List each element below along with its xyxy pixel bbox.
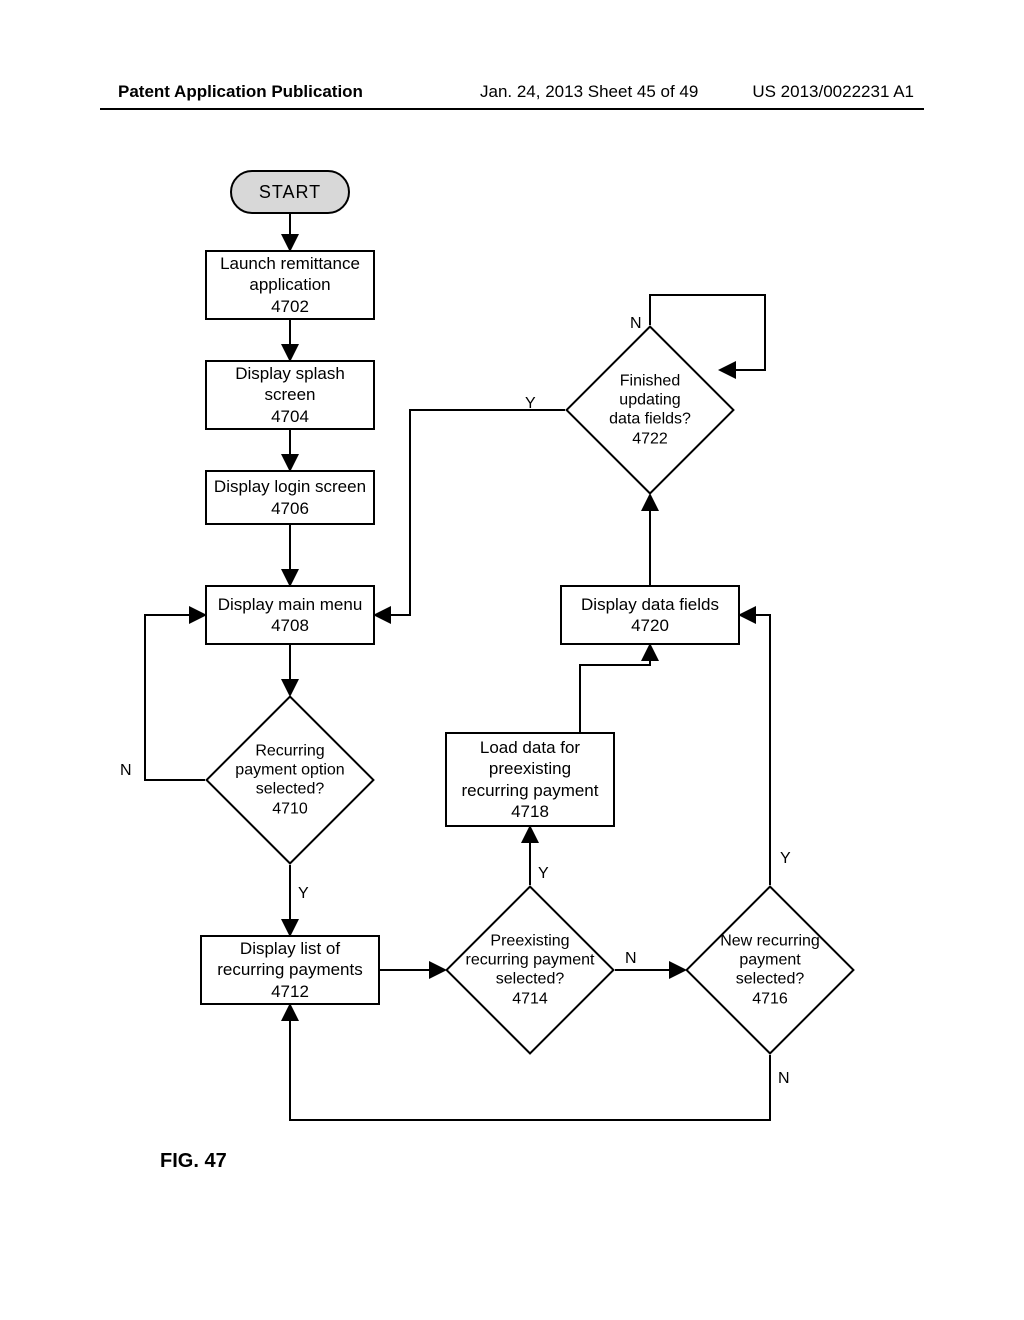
label-4710-y: Y bbox=[298, 885, 309, 903]
node-4714-l2: recurring payment bbox=[466, 952, 595, 969]
node-4718-l1: Load data for bbox=[480, 738, 580, 757]
header-rule bbox=[100, 108, 924, 110]
node-4720: Display data fields 4720 bbox=[560, 585, 740, 645]
node-4710-l1: Recurring bbox=[255, 743, 324, 760]
node-4722-l3: data fields? bbox=[609, 411, 691, 428]
node-4712-l1: Display list of bbox=[240, 939, 340, 958]
node-4718-l3: recurring payment bbox=[461, 781, 598, 800]
node-4714-l1: Preexisting bbox=[490, 933, 569, 950]
label-4722-n: N bbox=[630, 315, 642, 333]
node-4702: Launch remittance application 4702 bbox=[205, 250, 375, 320]
node-4704-l2: screen bbox=[264, 385, 315, 404]
node-4712-l3: 4712 bbox=[271, 982, 309, 1001]
node-4708: Display main menu 4708 bbox=[205, 585, 375, 645]
node-4706-l1: Display login screen bbox=[214, 477, 366, 496]
header-right-text: US 2013/0022231 A1 bbox=[752, 82, 914, 102]
label-4710-n: N bbox=[120, 762, 132, 780]
node-4710: Recurring payment option selected? 4710 bbox=[200, 690, 380, 870]
node-4718: Load data for preexisting recurring paym… bbox=[445, 732, 615, 827]
node-4708-l1: Display main menu bbox=[218, 595, 363, 614]
node-4714-l3: selected? bbox=[496, 971, 565, 988]
node-4702-l3: 4702 bbox=[271, 297, 309, 316]
node-4722-l2: updating bbox=[619, 392, 680, 409]
node-4702-l1: Launch remittance bbox=[220, 254, 360, 273]
label-4716-n: N bbox=[778, 1070, 790, 1088]
node-4714-l4: 4714 bbox=[512, 990, 548, 1007]
figure-label: FIG. 47 bbox=[160, 1150, 227, 1173]
node-4710-l2: payment option bbox=[235, 762, 344, 779]
node-4716: New recurring payment selected? 4716 bbox=[680, 880, 860, 1060]
node-4720-l2: 4720 bbox=[631, 616, 669, 635]
node-4714: Preexisting recurring payment selected? … bbox=[440, 880, 620, 1060]
label-4716-y: Y bbox=[780, 850, 791, 868]
node-start-label: START bbox=[259, 181, 321, 204]
node-4718-l4: 4718 bbox=[511, 802, 549, 821]
node-4716-l4: 4716 bbox=[752, 990, 788, 1007]
flowchart-canvas: START Launch remittance application 4702… bbox=[100, 150, 924, 1230]
node-4704-l3: 4704 bbox=[271, 407, 309, 426]
node-4710-l4: 4710 bbox=[272, 800, 308, 817]
label-4714-n: N bbox=[625, 950, 637, 968]
page: Patent Application Publication Jan. 24, … bbox=[0, 0, 1024, 1320]
node-4704-l1: Display splash bbox=[235, 364, 345, 383]
node-4702-l2: application bbox=[249, 275, 330, 294]
node-4716-l1: New recurring bbox=[720, 933, 820, 950]
label-4722-y: Y bbox=[525, 395, 536, 413]
node-4722-l1: Finished bbox=[620, 373, 680, 390]
label-4714-y: Y bbox=[538, 865, 549, 883]
node-4704: Display splash screen 4704 bbox=[205, 360, 375, 430]
node-4712: Display list of recurring payments 4712 bbox=[200, 935, 380, 1005]
node-4716-l2: payment bbox=[739, 952, 800, 969]
node-4722-l4: 4722 bbox=[632, 430, 668, 447]
header-left-text: Patent Application Publication bbox=[118, 82, 363, 102]
node-4710-l3: selected? bbox=[256, 781, 325, 798]
header-mid-text: Jan. 24, 2013 Sheet 45 of 49 bbox=[480, 82, 698, 102]
node-4706: Display login screen 4706 bbox=[205, 470, 375, 525]
node-4712-l2: recurring payments bbox=[217, 960, 363, 979]
node-4706-l2: 4706 bbox=[271, 499, 309, 518]
node-start: START bbox=[230, 170, 350, 214]
node-4722: Finished updating data fields? 4722 bbox=[560, 320, 740, 500]
node-4716-l3: selected? bbox=[736, 971, 805, 988]
node-4708-l2: 4708 bbox=[271, 616, 309, 635]
node-4718-l2: preexisting bbox=[489, 759, 571, 778]
node-4720-l1: Display data fields bbox=[581, 595, 719, 614]
